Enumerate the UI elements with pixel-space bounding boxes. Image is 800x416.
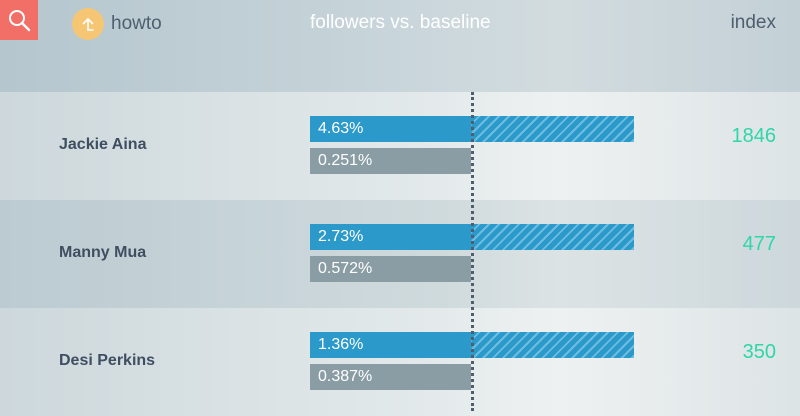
index-value: 477 <box>742 233 776 255</box>
table-row: Jackie Aina 4.63% 0.251% 1846 <box>0 92 800 200</box>
arrow-up-circle-icon <box>72 8 104 40</box>
followers-bar: 2.73% <box>310 224 471 250</box>
followers-bar: 1.36% <box>310 332 471 358</box>
baseline-percentage: 0.572% <box>318 260 373 277</box>
baseline-marker <box>471 92 474 411</box>
column-header-followers-vs-baseline: followers vs. baseline <box>310 12 491 33</box>
row-name: Manny Mua <box>59 244 147 261</box>
followers-bar-overflow <box>471 332 634 358</box>
table-row: Manny Mua 2.73% 0.572% 477 <box>0 200 800 308</box>
baseline-percentage: 0.387% <box>318 368 373 385</box>
header-bar: howto followers vs. baseline index <box>0 0 800 92</box>
baseline-bar: 0.572% <box>310 256 471 282</box>
howto-label: howto <box>111 13 162 34</box>
followers-bar: 4.63% <box>310 116 471 142</box>
index-value: 1846 <box>731 125 777 147</box>
followers-percentage: 2.73% <box>318 228 364 245</box>
column-header-index: index <box>730 12 776 33</box>
baseline-percentage: 0.251% <box>318 152 373 169</box>
search-icon <box>9 10 31 32</box>
howto-button[interactable]: howto <box>72 8 162 40</box>
followers-bar-overflow <box>471 224 634 250</box>
index-value: 350 <box>742 341 776 363</box>
baseline-bar: 0.387% <box>310 364 471 390</box>
followers-bar-overflow <box>471 116 634 142</box>
baseline-bar: 0.251% <box>310 148 471 174</box>
search-button[interactable] <box>0 0 38 40</box>
table-row: Desi Perkins 1.36% 0.387% 350 <box>0 308 800 416</box>
followers-percentage: 4.63% <box>318 120 364 137</box>
row-name: Jackie Aina <box>59 136 147 153</box>
row-name: Desi Perkins <box>59 352 156 369</box>
followers-percentage: 1.36% <box>318 336 364 353</box>
